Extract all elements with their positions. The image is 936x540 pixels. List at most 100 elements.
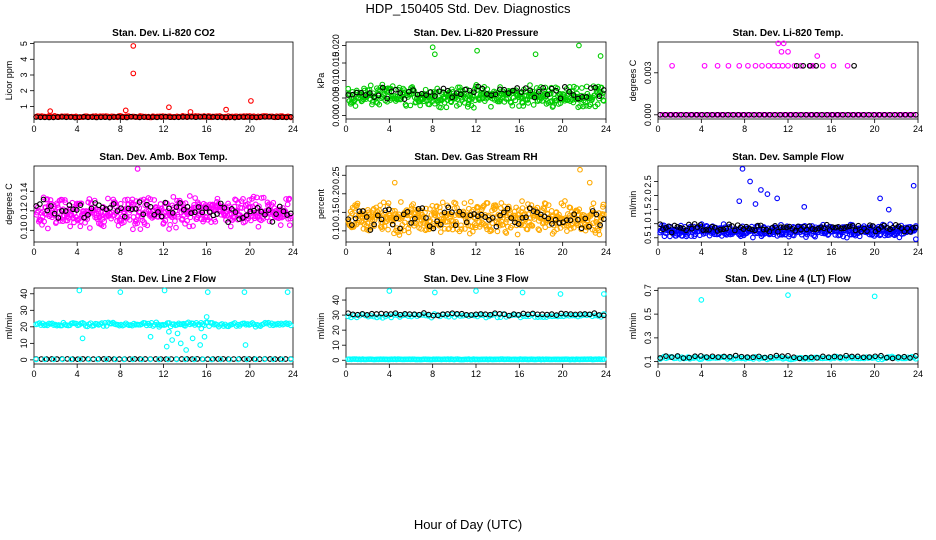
x-tick-label: 12 [783, 124, 793, 134]
data-point [250, 193, 257, 200]
x-tick-label: 24 [913, 369, 923, 379]
data-point [506, 312, 512, 319]
data-point [502, 228, 509, 235]
data-point [118, 205, 124, 212]
data-point [114, 208, 121, 214]
data-point [42, 356, 48, 363]
data-point [657, 111, 664, 118]
data-point [523, 214, 529, 221]
data-point [277, 222, 284, 228]
data-point [760, 226, 767, 233]
data-point [147, 203, 154, 210]
y-tick-label: 10 [331, 340, 341, 350]
data-point [471, 104, 477, 111]
data-point [287, 213, 294, 219]
data-point [392, 86, 399, 93]
data-point [389, 83, 396, 89]
data-point [589, 205, 595, 212]
data-point [826, 227, 833, 233]
data-point [352, 215, 359, 222]
data-point [260, 194, 267, 201]
data-point [787, 111, 794, 118]
data-point [438, 104, 444, 111]
data-point [600, 98, 607, 104]
data-point [759, 62, 765, 69]
data-point [280, 208, 287, 215]
data-point [674, 353, 681, 359]
data-point [806, 223, 813, 229]
data-point [244, 356, 250, 363]
data-point [358, 89, 365, 96]
data-point [386, 288, 393, 294]
data-point [884, 225, 890, 231]
data-point [503, 230, 510, 236]
x-tick-label: 20 [870, 369, 880, 379]
data-point [456, 84, 463, 91]
data-point [353, 203, 359, 210]
data-point [910, 182, 917, 189]
data-point [823, 221, 830, 228]
data-point [84, 212, 91, 218]
data-point [121, 219, 127, 226]
data-point [885, 206, 892, 213]
y-tick-label: 20 [331, 325, 341, 335]
data-point [738, 353, 745, 360]
data-point [855, 111, 862, 118]
data-point [252, 356, 259, 363]
data-point [550, 103, 557, 109]
data-point [98, 209, 104, 216]
data-point [345, 310, 352, 317]
data-point [832, 224, 839, 231]
data-point [375, 92, 382, 99]
data-point [279, 356, 285, 363]
data-point [499, 218, 505, 225]
data-point [155, 209, 161, 215]
data-point [509, 102, 516, 109]
data-point [544, 91, 551, 98]
data-point [798, 111, 804, 118]
data-point [117, 200, 124, 207]
data-point [188, 210, 195, 216]
data-point [363, 214, 370, 220]
data-point [215, 356, 221, 362]
data-point [704, 111, 710, 118]
y-tick-label: 0.20 [331, 185, 341, 203]
series-1 [33, 287, 294, 353]
x-tick-label: 12 [471, 124, 481, 134]
data-point [147, 333, 154, 340]
data-point [573, 85, 580, 91]
data-point [912, 111, 919, 118]
data-point [850, 111, 857, 118]
data-point [678, 111, 684, 118]
x-tick-label: 16 [826, 247, 836, 257]
data-point [158, 205, 165, 212]
data-point [55, 215, 62, 221]
y-tick-label: 4 [19, 57, 29, 62]
data-point [180, 200, 186, 207]
series-1 [33, 166, 294, 233]
data-point [431, 93, 438, 99]
data-point [444, 87, 451, 94]
data-point [225, 219, 231, 225]
data-point [698, 297, 705, 303]
data-point [512, 97, 519, 104]
data-point [483, 223, 489, 230]
data-point [576, 206, 583, 213]
data-point [98, 320, 105, 326]
data-point [785, 48, 791, 55]
data-point [798, 226, 804, 233]
data-point [912, 236, 919, 243]
data-point [661, 233, 668, 240]
data-point [593, 211, 600, 218]
data-point [669, 62, 675, 69]
data-point [497, 212, 503, 219]
data-point [351, 312, 357, 319]
data-point [732, 352, 739, 359]
data-point [883, 354, 890, 361]
data-point [500, 209, 507, 216]
data-point [469, 228, 476, 235]
data-point [557, 95, 564, 102]
x-tick-label: 8 [118, 124, 123, 134]
data-point [270, 199, 277, 206]
data-point [792, 227, 799, 234]
